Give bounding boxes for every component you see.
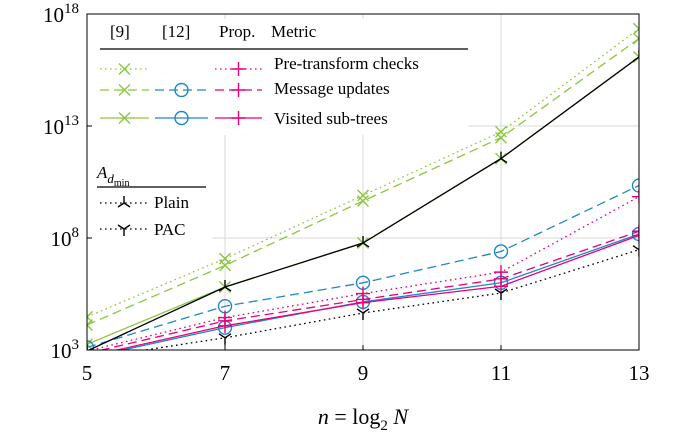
legend-main-samples [100, 62, 262, 126]
series-1-point-0 [87, 319, 93, 332]
legend-main: [9] [12] Prop. Metric Pre-transform chec… [92, 19, 468, 135]
series-7-point-4 [632, 228, 639, 243]
series-6-point-4 [632, 224, 639, 239]
legend-sample-marker-0-2 [118, 112, 131, 124]
legend-adm-marker-0 [117, 196, 131, 208]
series-1-point-1 [219, 259, 231, 272]
legend-main-bg [92, 19, 468, 135]
series-3-point-4 [631, 178, 639, 193]
legend-sample-marker-2-1 [231, 83, 246, 97]
series-4-point-4 [631, 226, 639, 242]
x-tick-label-3: 11 [491, 361, 511, 385]
y-tick-label-0: 103 [51, 337, 80, 363]
series-1-point-3 [495, 131, 507, 144]
series-8-point-2 [356, 235, 370, 248]
series-2-point-4 [633, 51, 639, 64]
legend-sample-marker-2-0 [231, 62, 246, 76]
legend-metric-message-updates: Message updates [274, 79, 390, 98]
series-5-point-4 [632, 189, 639, 204]
legend-sample-marker-1-2 [174, 110, 189, 126]
legend-adm: Admin Plain PAC [92, 152, 212, 244]
series-3-line [87, 184, 639, 349]
x-axis-label: n = log2 N [318, 404, 410, 434]
series-9-point-1 [218, 333, 232, 345]
series-1 [87, 32, 639, 332]
legend-sample-marker-0-1 [118, 84, 131, 96]
legend-adm-samples [100, 196, 148, 236]
legend-metric-visited-subtrees: Visited sub-trees [274, 109, 388, 128]
x-tick-label-0: 5 [82, 361, 93, 385]
series-8-point-1 [218, 279, 232, 292]
series-1-point-4 [633, 32, 639, 45]
x-tick-label-2: 9 [358, 361, 369, 385]
series-0-point-2 [357, 189, 369, 202]
series-7-point-2 [356, 295, 370, 310]
x-tick-label-4: 13 [629, 361, 650, 385]
legend-metric-pre-transform: Pre-transform checks [274, 54, 419, 73]
series-8-point-3 [494, 151, 508, 164]
series-layer [87, 22, 639, 350]
series-9-point-2 [356, 308, 370, 320]
series-8-point-4 [632, 50, 639, 62]
y-tick-label-1: 108 [51, 225, 80, 251]
x-tick-label-1: 7 [220, 361, 231, 385]
series-9-point-3 [494, 288, 508, 301]
legend-sample-marker-2-2 [231, 111, 246, 125]
series-2-point-0 [87, 338, 93, 350]
legend-sample-marker-0-0 [118, 63, 131, 75]
series-7 [87, 228, 639, 350]
series-8 [87, 50, 639, 350]
axis-ticks: 5 7 9 11 13 103 108 1013 1018 [43, 1, 650, 385]
legend-item-pac: PAC [154, 220, 186, 239]
series-0-point-4 [633, 22, 639, 35]
y-tick-label-3: 1018 [43, 1, 79, 27]
legend-item-plain: Plain [154, 193, 189, 212]
series-3-point-3 [493, 244, 509, 259]
legend-adm-title: Admin [96, 163, 129, 189]
legend-header-ref9: [9] [110, 22, 130, 41]
series-7-point-3 [494, 279, 508, 294]
legend-adm-marker-1 [117, 224, 131, 236]
series-0-point-3 [495, 125, 507, 138]
series-9-point-4 [632, 245, 639, 257]
y-tick-label-2: 1013 [43, 113, 79, 139]
legend-header-metric: Metric [271, 22, 317, 41]
legend-adm-bg [92, 152, 212, 244]
series-7-point-1 [218, 318, 232, 333]
legend-header-prop: Prop. [219, 22, 255, 41]
series-1-point-2 [357, 194, 369, 207]
legend-sample-marker-1-1 [174, 82, 189, 98]
series-9 [140, 245, 639, 350]
legend-header-ref12: [12] [162, 22, 190, 41]
